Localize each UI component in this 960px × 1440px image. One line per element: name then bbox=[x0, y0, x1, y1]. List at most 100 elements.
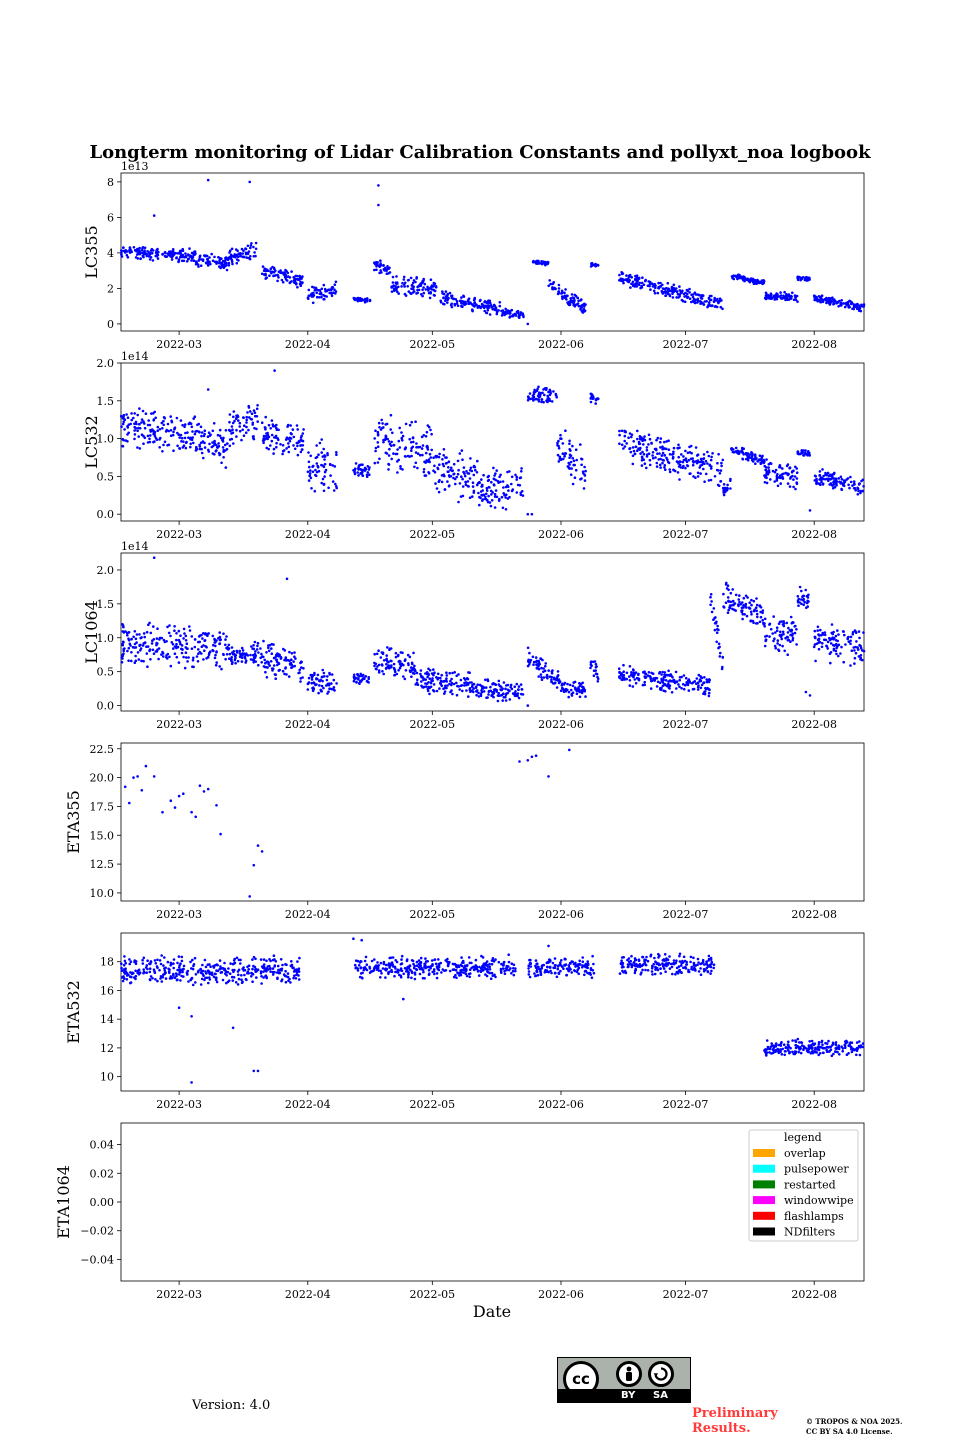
data-point bbox=[521, 494, 525, 497]
data-point bbox=[311, 686, 314, 690]
data-point bbox=[664, 679, 668, 682]
data-point bbox=[532, 395, 535, 398]
data-point bbox=[234, 661, 237, 665]
data-point bbox=[582, 472, 585, 475]
data-point bbox=[245, 256, 248, 259]
data-point bbox=[438, 452, 441, 456]
data-point bbox=[630, 671, 633, 674]
data-point bbox=[570, 694, 574, 697]
data-point bbox=[696, 471, 700, 475]
data-point bbox=[722, 491, 725, 494]
data-point bbox=[706, 686, 709, 690]
data-point bbox=[727, 608, 730, 612]
data-point bbox=[413, 465, 416, 469]
data-point bbox=[515, 491, 519, 494]
data-point bbox=[814, 659, 817, 663]
data-point bbox=[843, 305, 847, 309]
data-point bbox=[454, 298, 458, 301]
data-point bbox=[715, 468, 719, 472]
data-point bbox=[444, 684, 447, 688]
data-point bbox=[317, 691, 320, 695]
data-point bbox=[441, 292, 444, 295]
data-point bbox=[448, 671, 452, 675]
x-tick-label: 2022-05 bbox=[409, 718, 455, 731]
x-tick-label: 2022-08 bbox=[791, 718, 837, 731]
data-point bbox=[152, 418, 156, 421]
data-point bbox=[825, 645, 829, 648]
data-point bbox=[729, 600, 733, 604]
data-point bbox=[253, 640, 257, 644]
data-point bbox=[121, 653, 124, 657]
data-point bbox=[424, 678, 428, 681]
data-point bbox=[502, 681, 506, 684]
data-point bbox=[430, 432, 433, 436]
data-point bbox=[568, 442, 571, 446]
data-point bbox=[254, 967, 258, 971]
data-point bbox=[480, 478, 483, 481]
data-point bbox=[242, 255, 246, 259]
data-point bbox=[230, 656, 233, 659]
data-point bbox=[659, 457, 662, 461]
data-point bbox=[121, 422, 125, 426]
data-point bbox=[574, 468, 578, 472]
data-point bbox=[376, 430, 380, 434]
data-point bbox=[446, 684, 449, 687]
data-point bbox=[806, 596, 810, 599]
data-point bbox=[178, 436, 181, 439]
data-point bbox=[529, 658, 533, 662]
data-point bbox=[812, 294, 816, 298]
data-point bbox=[288, 650, 291, 654]
data-point bbox=[398, 426, 402, 430]
data-point bbox=[420, 684, 423, 688]
data-point bbox=[668, 673, 672, 677]
data-point bbox=[627, 436, 630, 440]
data-point bbox=[661, 461, 664, 465]
data-point bbox=[427, 458, 431, 461]
data-point bbox=[156, 958, 159, 962]
data-point bbox=[689, 472, 692, 475]
data-point bbox=[464, 483, 468, 487]
data-point bbox=[357, 474, 360, 477]
data-point bbox=[145, 652, 149, 655]
data-point bbox=[695, 454, 699, 457]
data-point bbox=[569, 297, 572, 300]
data-point bbox=[399, 651, 403, 654]
data-point bbox=[366, 680, 370, 684]
data-point bbox=[225, 447, 229, 451]
data-point bbox=[314, 473, 317, 477]
data-point bbox=[713, 475, 717, 478]
data-point bbox=[275, 660, 279, 664]
data-point bbox=[446, 480, 449, 483]
data-point bbox=[484, 304, 488, 308]
data-point bbox=[830, 299, 833, 303]
data-point bbox=[208, 256, 211, 259]
data-point bbox=[831, 475, 834, 478]
data-point bbox=[327, 690, 330, 693]
data-point bbox=[680, 687, 683, 690]
data-point bbox=[818, 474, 821, 477]
data-point bbox=[750, 598, 753, 602]
data-point bbox=[461, 477, 464, 481]
data-point bbox=[862, 631, 865, 634]
data-point bbox=[807, 600, 810, 603]
data-point bbox=[154, 962, 158, 965]
data-point bbox=[762, 279, 765, 282]
data-point bbox=[279, 443, 282, 446]
data-point bbox=[451, 469, 455, 472]
data-point bbox=[446, 292, 450, 296]
data-point bbox=[798, 585, 802, 589]
data-point bbox=[400, 436, 404, 440]
data-point bbox=[208, 651, 211, 655]
data-point bbox=[781, 623, 785, 626]
data-point bbox=[848, 305, 851, 309]
data-point bbox=[426, 675, 429, 679]
data-point bbox=[535, 663, 539, 667]
data-point bbox=[135, 253, 139, 256]
data-point bbox=[582, 307, 586, 311]
data-point bbox=[190, 259, 193, 262]
data-point bbox=[381, 670, 384, 673]
data-point bbox=[163, 440, 167, 444]
data-point bbox=[212, 964, 215, 968]
data-point bbox=[475, 690, 479, 693]
data-point bbox=[715, 640, 718, 644]
